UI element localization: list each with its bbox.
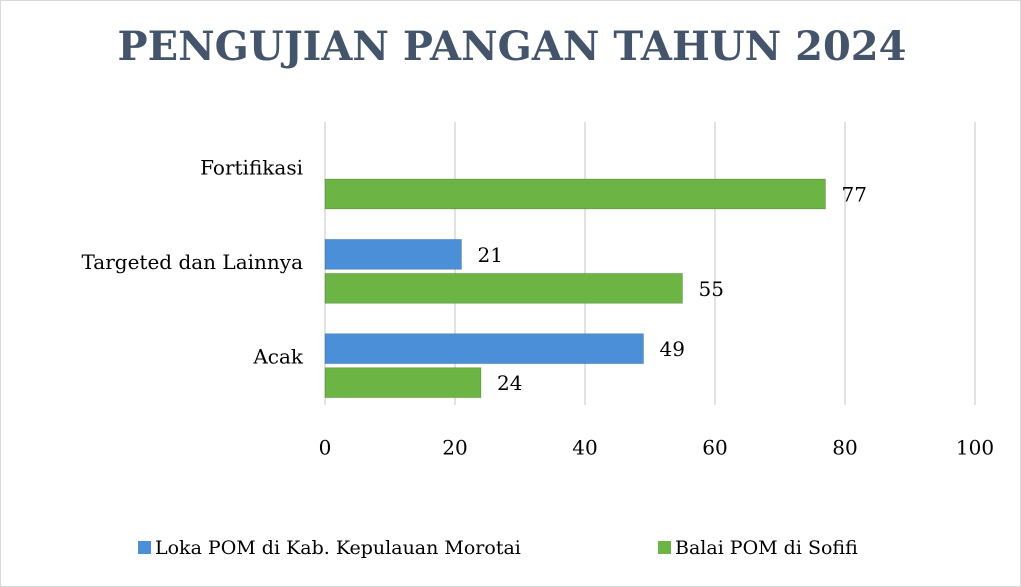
data-label: 21 [478, 243, 503, 267]
bar [324, 367, 482, 399]
x-tick-label: 80 [832, 436, 857, 460]
x-tick-label: 100 [956, 436, 994, 460]
bar [324, 333, 644, 365]
bar [324, 178, 826, 210]
y-tick-label: Acak [252, 344, 304, 368]
legend-swatch [138, 541, 151, 554]
legend-swatch [658, 541, 671, 554]
data-label: 77 [842, 183, 867, 207]
data-label: 55 [699, 277, 724, 301]
x-tick-label: 20 [442, 436, 467, 460]
x-tick-label: 0 [319, 436, 332, 460]
x-tick-label: 40 [572, 436, 597, 460]
bar [324, 238, 462, 270]
bar [324, 272, 683, 304]
x-tick-label: 60 [702, 436, 727, 460]
data-label: 24 [497, 371, 522, 395]
y-tick-label: Fortifikasi [200, 156, 303, 180]
data-label: 49 [660, 337, 685, 361]
chart-title: PENGUJIAN PANGAN TAHUN 2024 [118, 23, 907, 70]
legend-label: Loka POM di Kab. Kepulauan Morotai [155, 537, 521, 559]
y-tick-label: Targeted dan Lainnya [82, 250, 304, 274]
legend-label: Balai POM di Sofifi [675, 537, 858, 559]
